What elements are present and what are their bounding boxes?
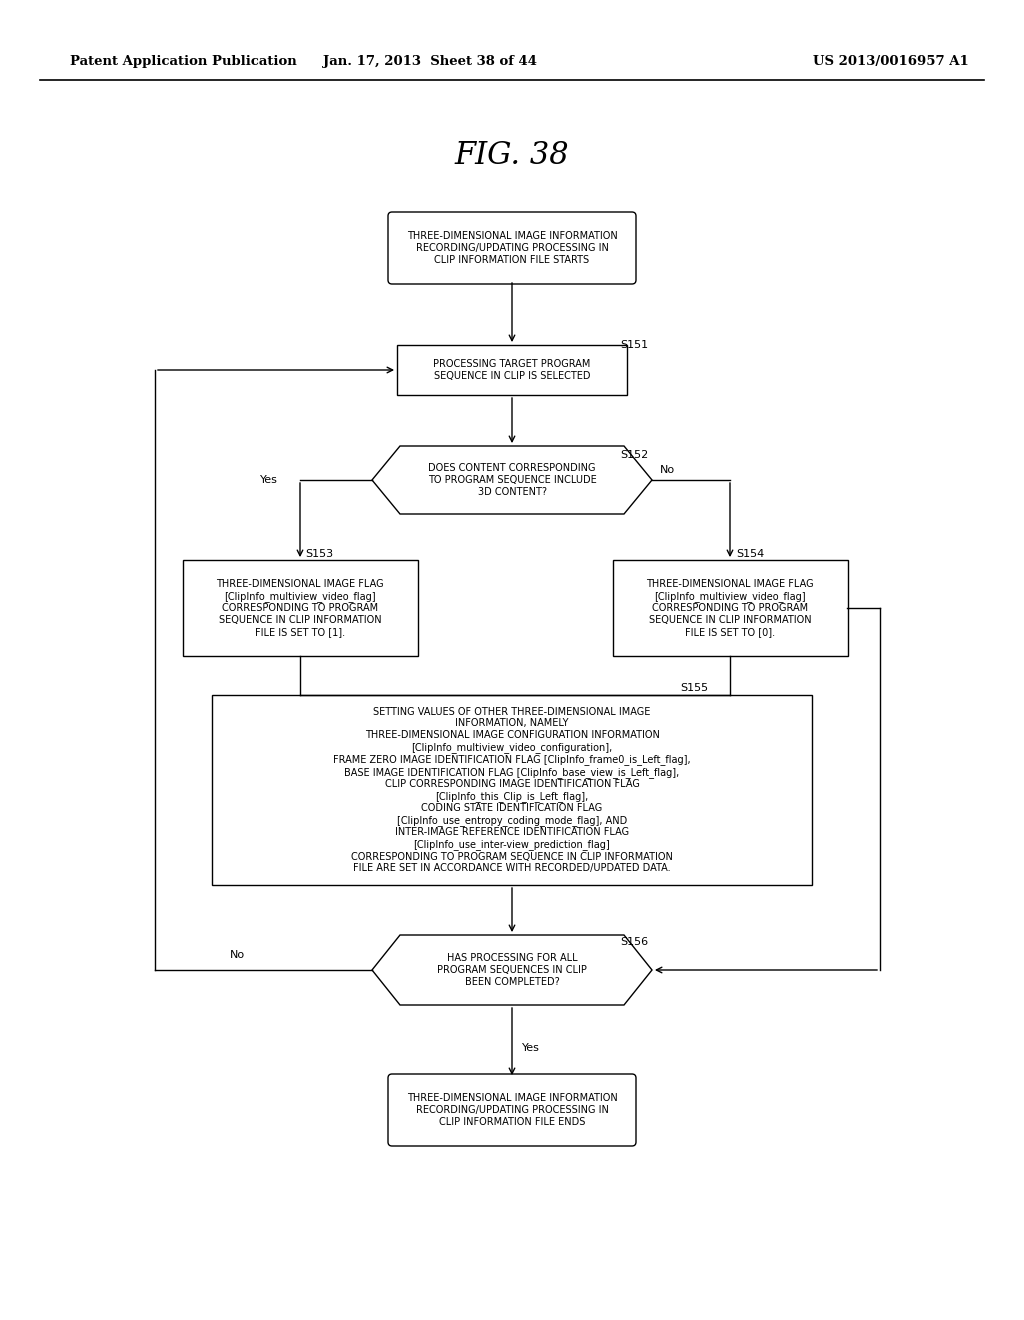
Text: FIG. 38: FIG. 38: [455, 140, 569, 170]
Text: S154: S154: [736, 549, 764, 558]
Text: THREE-DIMENSIONAL IMAGE INFORMATION
RECORDING/UPDATING PROCESSING IN
CLIP INFORM: THREE-DIMENSIONAL IMAGE INFORMATION RECO…: [407, 231, 617, 264]
Text: S155: S155: [680, 682, 709, 693]
Text: US 2013/0016957 A1: US 2013/0016957 A1: [813, 55, 969, 69]
FancyBboxPatch shape: [388, 213, 636, 284]
Text: HAS PROCESSING FOR ALL
PROGRAM SEQUENCES IN CLIP
BEEN COMPLETED?: HAS PROCESSING FOR ALL PROGRAM SEQUENCES…: [437, 953, 587, 986]
Text: Jan. 17, 2013  Sheet 38 of 44: Jan. 17, 2013 Sheet 38 of 44: [324, 55, 537, 69]
Text: PROCESSING TARGET PROGRAM
SEQUENCE IN CLIP IS SELECTED: PROCESSING TARGET PROGRAM SEQUENCE IN CL…: [433, 359, 591, 380]
FancyBboxPatch shape: [388, 1074, 636, 1146]
Text: Yes: Yes: [522, 1043, 540, 1053]
Bar: [612, 560, 848, 656]
Bar: [182, 560, 418, 656]
Text: THREE-DIMENSIONAL IMAGE FLAG
[ClipInfo_multiview_video_flag]
CORRESPONDING TO PR: THREE-DIMENSIONAL IMAGE FLAG [ClipInfo_m…: [646, 579, 814, 636]
Text: S152: S152: [620, 450, 648, 459]
Bar: [397, 345, 627, 395]
Text: S151: S151: [620, 341, 648, 350]
Text: S156: S156: [620, 937, 648, 946]
Text: S153: S153: [305, 549, 333, 558]
Text: SETTING VALUES OF OTHER THREE-DIMENSIONAL IMAGE
INFORMATION, NAMELY
THREE-DIMENS: SETTING VALUES OF OTHER THREE-DIMENSIONA…: [333, 708, 691, 873]
Text: THREE-DIMENSIONAL IMAGE FLAG
[ClipInfo_multiview_video_flag]
CORRESPONDING TO PR: THREE-DIMENSIONAL IMAGE FLAG [ClipInfo_m…: [216, 579, 384, 636]
Text: THREE-DIMENSIONAL IMAGE INFORMATION
RECORDING/UPDATING PROCESSING IN
CLIP INFORM: THREE-DIMENSIONAL IMAGE INFORMATION RECO…: [407, 1093, 617, 1126]
Text: No: No: [230, 950, 245, 960]
Text: Patent Application Publication: Patent Application Publication: [70, 55, 297, 69]
Bar: [212, 696, 812, 884]
Text: DOES CONTENT CORRESPONDING
TO PROGRAM SEQUENCE INCLUDE
3D CONTENT?: DOES CONTENT CORRESPONDING TO PROGRAM SE…: [428, 463, 596, 496]
Text: No: No: [660, 465, 675, 475]
Text: Yes: Yes: [260, 475, 278, 484]
Polygon shape: [372, 935, 652, 1005]
Polygon shape: [372, 446, 652, 513]
